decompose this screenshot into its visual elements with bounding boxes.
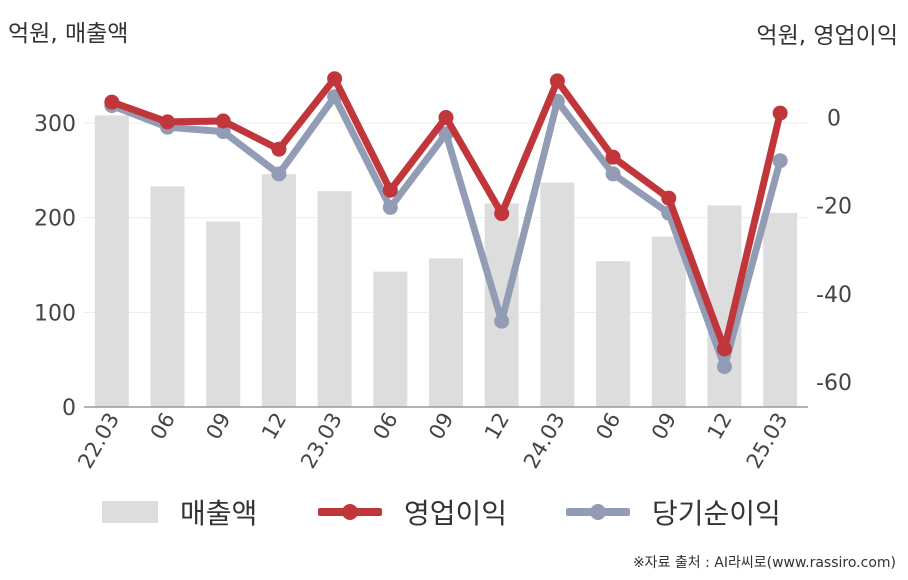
revenue-bar: [763, 212, 798, 407]
net-income-point: [772, 153, 788, 169]
operating-profit-point: [104, 94, 120, 110]
legend-label-revenue: 매출액: [180, 497, 258, 530]
operating-profit-point: [160, 114, 176, 130]
left-axis-unit-label: 억원, 매출액: [8, 21, 129, 47]
x-axis-tick-label: 09: [201, 409, 235, 444]
net-income-point: [605, 166, 621, 182]
legend-label-operating-profit: 영업이익: [404, 497, 508, 530]
legend-swatch-revenue: [102, 501, 158, 523]
net-income-point: [215, 124, 231, 140]
operating-profit-point: [382, 182, 398, 198]
legend-item-net-income[interactable]: 당기순이익: [566, 492, 781, 532]
right-axis-unit-label: 억원, 영업이익: [756, 23, 898, 49]
revenue-bar: [94, 115, 129, 407]
legend-swatch-net-income: [566, 501, 630, 523]
revenue-bar: [651, 236, 686, 407]
left-axis-tick-label: 100: [34, 301, 76, 326]
left-axis-tick-label: 300: [34, 112, 76, 137]
net-income-point: [716, 359, 732, 375]
revenue-bar: [484, 203, 519, 407]
revenue-bar: [429, 258, 463, 407]
x-axis-tick-label: 06: [368, 409, 402, 444]
net-income-point: [271, 166, 287, 182]
legend-swatch-operating-profit: [318, 501, 382, 523]
legend-item-revenue[interactable]: 매출액: [102, 492, 257, 532]
legend-label-net-income: 당기순이익: [652, 497, 781, 530]
x-axis-tick-label: 24.03: [519, 409, 570, 473]
operating-profit-point: [772, 105, 788, 121]
x-axis-tick-label: 22.03: [73, 409, 124, 473]
operating-profit-point: [549, 73, 565, 89]
revenue-bar: [206, 221, 241, 407]
x-axis-tick-label: 06: [591, 409, 625, 444]
x-axis-tick-label: 09: [424, 409, 458, 444]
source-credit: ※자료 출처 : AI라씨로(www.rassiro.com): [632, 555, 896, 571]
operating-profit-point: [494, 206, 510, 222]
revenue-bar: [150, 186, 185, 407]
operating-profit-point: [605, 149, 621, 165]
x-axis-tick-label: 25.03: [742, 409, 793, 473]
x-axis-tick-label: 12: [703, 409, 737, 444]
revenue-bar: [540, 182, 575, 407]
left-axis-tick-label: 0: [62, 396, 76, 421]
x-axis-tick-label: 12: [480, 409, 514, 444]
x-axis-tick-label: 06: [146, 409, 180, 444]
operating-profit-point: [327, 71, 343, 87]
revenue-bar: [317, 191, 352, 407]
operating-profit-point: [661, 190, 677, 206]
operating-profit-point: [716, 341, 732, 357]
revenue-bar: [373, 271, 408, 407]
right-axis-tick-label: -60: [816, 371, 852, 396]
legend-item-operating-profit[interactable]: 영업이익: [318, 492, 507, 532]
x-axis-tick-label: 23.03: [296, 409, 347, 473]
x-axis-tick-label: 12: [257, 409, 291, 444]
operating-profit-point: [438, 110, 454, 125]
right-axis-tick-label: -20: [816, 195, 852, 220]
left-axis-tick-label: 200: [34, 207, 76, 232]
net-income-point: [382, 199, 398, 215]
revenue-bar: [261, 174, 296, 407]
legend: 매출액 영업이익 당기순이익: [0, 492, 908, 536]
right-axis-tick-label: 0: [827, 107, 841, 132]
operating-profit-point: [215, 113, 231, 129]
revenue-bar: [596, 261, 631, 407]
operating-profit-point: [271, 141, 287, 157]
right-axis-tick-label: -40: [816, 283, 852, 308]
x-axis-tick-label: 09: [647, 409, 681, 444]
net-income-point: [494, 313, 510, 329]
